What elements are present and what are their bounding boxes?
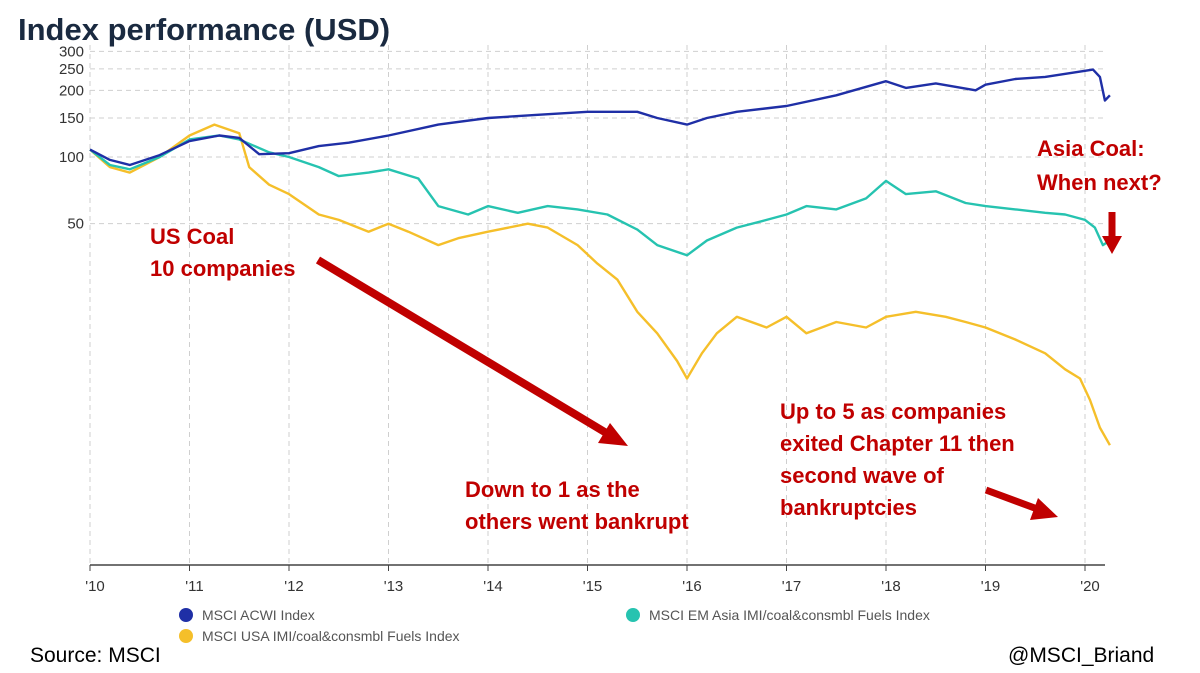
series-line-2 [89, 134, 1111, 257]
annotation-asia-coal-line1: Asia Coal: [1037, 136, 1145, 161]
grid [89, 45, 1105, 565]
annotation-up-to-5: Up to 5 as companies exited Chapter 11 t… [780, 399, 1021, 520]
annotation-us-coal-line2: 10 companies [150, 256, 296, 281]
legend-label-acwi: MSCI ACWI Index [202, 607, 315, 623]
x-tick-label: '17 [782, 578, 802, 595]
x-tick-label: '14 [483, 578, 503, 595]
legend-marker-usa-coal [179, 629, 193, 643]
series-line-1 [89, 123, 1111, 446]
x-tick-label: '15 [583, 578, 603, 595]
annotation-asia-coal: Asia Coal: When next? [1037, 136, 1162, 195]
annotation-down-to-1-line1: Down to 1 as the [465, 477, 640, 502]
annotation-down-to-1-line2: others went bankrupt [465, 509, 689, 534]
annotation-up-to-5-line1: Up to 5 as companies [780, 399, 1006, 424]
y-tick-label: 150 [59, 110, 84, 127]
annotation-up-to-5-line4: bankruptcies [780, 495, 917, 520]
arrowhead-up-to-5 [1030, 498, 1058, 520]
x-tick-label: '16 [682, 578, 702, 595]
source-note: Source: MSCI [30, 644, 161, 667]
x-tick-label: '11 [185, 578, 203, 595]
legend-label-em-asia-coal: MSCI EM Asia IMI/coal&consmbl Fuels Inde… [649, 607, 930, 623]
annotation-us-coal: US Coal 10 companies [150, 224, 296, 281]
legend: MSCI ACWI Index MSCI USA IMI/coal&consmb… [179, 607, 930, 644]
arrow-us-coal [315, 256, 611, 438]
y-tick-label: 250 [59, 61, 84, 78]
twitter-handle: @MSCI_Briand [1008, 644, 1154, 667]
annotation-up-to-5-line2: exited Chapter 11 then [780, 431, 1015, 456]
x-tick-label: '12 [284, 578, 304, 595]
y-tick-label: 100 [59, 149, 84, 166]
legend-marker-em-asia-coal [626, 608, 640, 622]
series-line-0 [89, 68, 1111, 167]
x-tick-label: '10 [85, 578, 105, 595]
annotation-down-to-1: Down to 1 as the others went bankrupt [465, 477, 689, 534]
annotation-up-to-5-line3: second wave of [780, 463, 945, 488]
series-lines [89, 68, 1111, 446]
y-tick-label: 200 [59, 82, 84, 99]
arrow-up-to-5 [984, 486, 1042, 514]
y-tick-label: 300 [59, 43, 84, 60]
x-tick-label: '18 [881, 578, 901, 595]
legend-marker-acwi [179, 608, 193, 622]
x-tick-label: '19 [981, 578, 1001, 595]
x-tick-label: '20 [1080, 578, 1100, 595]
legend-label-usa-coal: MSCI USA IMI/coal&consmbl Fuels Index [202, 628, 460, 644]
annotation-us-coal-line1: US Coal [150, 224, 234, 249]
arrowhead-asia-coal [1102, 236, 1122, 254]
y-tick-label: 50 [67, 216, 84, 233]
annotation-arrows [315, 212, 1122, 520]
x-tick-label: '13 [384, 578, 404, 595]
annotation-asia-coal-line2: When next? [1037, 170, 1162, 195]
x-axis: '10 '11 '12 '13 '14 '15 '16 '17 '18 '19 '20 [85, 565, 1100, 595]
chart-title: Index performance (USD) [18, 12, 390, 47]
arrowhead-us-coal [598, 423, 628, 446]
